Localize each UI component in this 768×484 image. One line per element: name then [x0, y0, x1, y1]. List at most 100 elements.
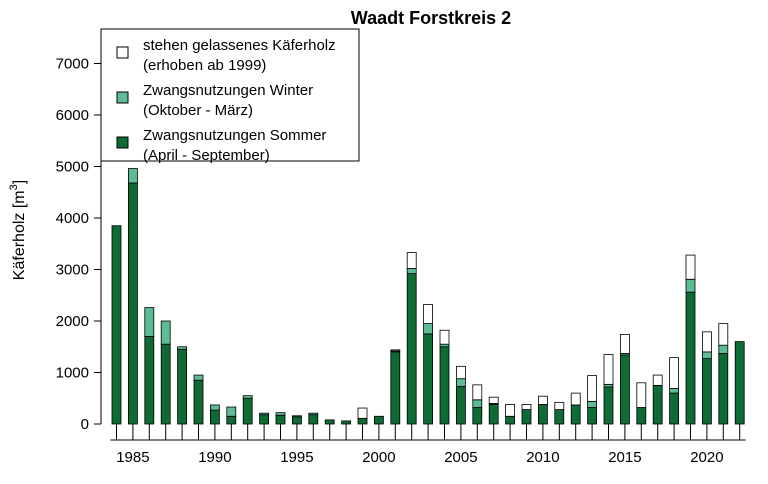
bar-winter — [242, 395, 253, 399]
bar-standing — [570, 392, 581, 406]
legend-swatch-winter — [116, 91, 129, 104]
bar-winter — [209, 404, 220, 411]
bar-winter — [160, 320, 171, 345]
bar-summer — [570, 404, 581, 425]
bar-summer — [620, 354, 630, 425]
bar-summer — [521, 409, 532, 425]
bar-winter — [193, 374, 204, 381]
bar-standing — [685, 254, 696, 280]
legend-sublabel-standing: (erhoben ab 1999) — [143, 57, 266, 74]
bar-summer — [324, 419, 335, 425]
chart-title: Waadt Forstkreis 2 — [351, 8, 511, 28]
legend-swatch-standing — [116, 46, 129, 59]
bar-standing — [538, 395, 548, 405]
bar-summer — [505, 415, 516, 425]
bar-summer — [406, 273, 417, 425]
legend-box — [100, 28, 360, 162]
bar-standing — [652, 374, 663, 386]
y-tick-label: 2000 — [56, 313, 89, 330]
bar-summer — [209, 409, 220, 425]
bar-summer — [275, 414, 286, 425]
y-tick-label: 0 — [81, 416, 89, 433]
bar-summer — [538, 404, 548, 425]
legend-sublabel-summer: (April - September) — [143, 147, 270, 164]
bar-summer — [439, 346, 450, 425]
x-axis: 1985 1990 1995 2000 2005 2010 2015 2020 — [110, 424, 746, 466]
bar-winter — [472, 399, 483, 408]
bar-winter — [455, 378, 466, 387]
bar-standing — [390, 349, 401, 352]
bar-standing — [439, 329, 450, 345]
bar-summer — [488, 404, 499, 425]
x-tick-label: 2005 — [444, 449, 477, 466]
bar-summer — [259, 414, 270, 425]
bar-winter — [275, 412, 286, 416]
bar-summer — [291, 416, 302, 425]
bars — [111, 168, 745, 425]
bar-summer — [669, 392, 679, 425]
bar-summer — [111, 225, 122, 425]
bar-winter — [669, 388, 679, 394]
y-axis-label-main: Käferholz [m — [11, 190, 28, 280]
legend-swatch-summer — [116, 136, 129, 149]
bar-winter — [259, 412, 270, 416]
bar-summer — [423, 333, 434, 425]
y-tick-label: 6000 — [56, 107, 89, 124]
bar-standing — [603, 354, 614, 385]
bar-standing — [636, 382, 647, 408]
x-tick-label: 2015 — [608, 449, 641, 466]
bar-summer — [160, 343, 171, 425]
x-tick-label: 2020 — [690, 449, 723, 466]
bar-standing — [702, 331, 712, 353]
bar-winter — [423, 323, 434, 335]
bar-standing — [554, 401, 565, 410]
bar-winter — [685, 278, 696, 293]
bar-summer — [193, 379, 204, 425]
bar-standing — [587, 375, 597, 402]
x-tick-label: 1990 — [198, 449, 231, 466]
bar-summer — [177, 348, 188, 425]
bar-standing — [505, 404, 516, 417]
y-axis-label-sup: 3 — [8, 184, 20, 190]
bar-summer — [455, 386, 466, 425]
bar-summer — [144, 336, 155, 425]
bar-winter — [406, 268, 417, 275]
legend-sublabel-winter: (Oktober - März) — [143, 102, 253, 119]
bar-summer — [373, 415, 384, 425]
bar-summer — [127, 182, 138, 425]
bar-summer — [734, 341, 745, 425]
bar-standing — [357, 407, 368, 419]
bar-summer — [554, 409, 565, 425]
bar-summer — [685, 291, 696, 425]
y-tick-label: 1000 — [56, 365, 89, 382]
bar-standing — [472, 384, 483, 401]
bar-standing — [488, 396, 499, 404]
bar-summer — [702, 358, 712, 425]
y-axis: 0 1000 2000 3000 4000 5000 6000 7000 — [56, 56, 102, 433]
bar-winter — [226, 406, 237, 417]
bar-summer — [718, 353, 729, 425]
y-tick-label: 4000 — [56, 210, 89, 227]
legend-label-winter: Zwangsnutzungen Winter — [143, 82, 313, 99]
bar-summer — [242, 397, 253, 425]
y-tick-label: 7000 — [56, 56, 89, 73]
legend-label-standing: stehen gelassenes Käferholz — [143, 37, 336, 54]
y-axis-label: Käferholz [m3] — [8, 180, 28, 280]
bar-summer — [390, 351, 401, 425]
bar-summer — [587, 407, 597, 425]
bar-summer — [357, 417, 368, 425]
bar-standing — [620, 333, 630, 354]
bar-winter — [291, 415, 302, 418]
bar-standing — [669, 357, 679, 389]
bar-standing — [406, 252, 417, 269]
bar-winter — [144, 307, 155, 337]
x-tick-label: 1985 — [116, 449, 149, 466]
bar-summer — [603, 386, 614, 425]
bar-standing — [423, 304, 434, 324]
bar-standing — [455, 365, 466, 380]
bar-summer — [636, 407, 647, 425]
bar-summer — [472, 407, 483, 425]
bar-summer — [652, 384, 663, 425]
y-axis-label-close: ] — [11, 180, 28, 184]
